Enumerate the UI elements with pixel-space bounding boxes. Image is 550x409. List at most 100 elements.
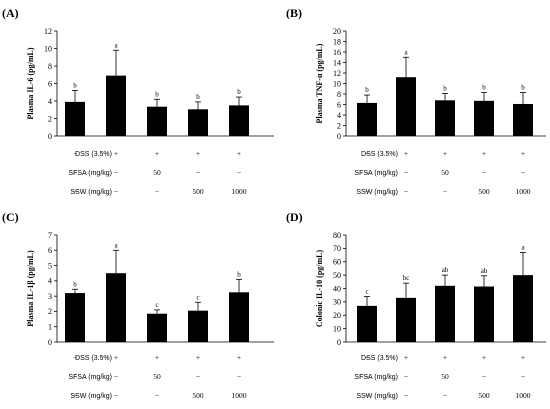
treatment-cell: − (114, 168, 118, 177)
y-tick-label: 12 (44, 27, 52, 36)
treatment-cell: − (114, 187, 118, 196)
treatment-row-label: SFSA (mg/kg) (354, 170, 398, 177)
y-tick-label: 8 (337, 90, 341, 99)
treatment-cell: + (196, 353, 200, 362)
treatment-cell: − (443, 187, 447, 196)
treatment-row-label: SFSA (mg/kg) (354, 374, 398, 381)
treatment-row-label: SFSA (mg/kg) (68, 374, 112, 381)
bar (147, 106, 167, 136)
panel-letter: (B) (286, 6, 302, 20)
chart-panel-1: (A) 0 2 4 6 8 10 12 Plasma IL-6 (pg/mL) b a b b b DSS … (2, 6, 274, 196)
treatment-cell: − (365, 187, 369, 196)
treatment-row-label: SSW (mg/kg) (70, 393, 112, 400)
treatment-cell: − (196, 372, 200, 381)
treatment-row-label: DSS (3.5%) (361, 151, 398, 158)
treatment-cell: − (237, 372, 241, 381)
treatment-cell: − (155, 187, 159, 196)
treatment-cell: 50 (441, 372, 449, 381)
y-tick-label: 80 (333, 231, 341, 240)
treatment-cell: 1000 (232, 391, 247, 400)
treatment-cell: − (482, 168, 486, 177)
treatment-cell: − (521, 168, 525, 177)
treatment-cell: − (365, 168, 369, 177)
treatment-cell: + (443, 149, 447, 158)
treatment-cell: + (114, 353, 118, 362)
bar (474, 100, 494, 136)
significance-label: b (237, 270, 241, 278)
y-tick-label: 0 (48, 338, 52, 347)
treatment-cell: − (73, 168, 77, 177)
y-tick-label: 40 (333, 284, 341, 293)
treatment-cell: + (404, 149, 408, 158)
treatment-cell: − (73, 391, 77, 400)
y-tick-label: 20 (333, 311, 341, 320)
treatment-cell: + (482, 149, 486, 158)
treatment-cell: + (196, 149, 200, 158)
treatment-cell: 1000 (516, 391, 531, 400)
bar (188, 109, 208, 136)
treatment-cell: − (365, 353, 369, 362)
bar (435, 100, 455, 136)
bar (188, 310, 208, 342)
significance-label: bc (403, 274, 410, 282)
treatment-cell: − (404, 372, 408, 381)
treatment-row-label: SSW (mg/kg) (356, 393, 398, 400)
treatment-cell: 50 (153, 372, 161, 381)
y-tick-label: 20 (333, 27, 341, 36)
y-tick-label: 18 (333, 37, 341, 46)
y-tick-label: 4 (337, 111, 341, 120)
bar (106, 75, 126, 136)
treatment-cell: − (73, 187, 77, 196)
significance-label: ab (481, 267, 488, 275)
y-tick-label: 6 (48, 246, 52, 255)
y-tick-label: 4 (48, 97, 52, 106)
chart-panel-3: (C) 0 1 2 3 4 5 6 7 Plasma IL-1β (pg/mL) b a c c b DSS … (2, 210, 274, 400)
treatment-cell: 500 (478, 391, 490, 400)
treatment-cell: − (114, 372, 118, 381)
treatment-row-label: DSS (3.5%) (75, 151, 112, 158)
chart-panel-4: (D) 0 10 20 30 40 50 60 70 80 Colonic IL-10 (pg/mL… (286, 210, 546, 400)
treatment-cell: 50 (153, 168, 161, 177)
y-tick-label: 50 (333, 271, 341, 280)
treatment-cell: − (73, 353, 77, 362)
y-tick-label: 8 (48, 62, 52, 71)
y-tick-label: 14 (333, 58, 341, 67)
significance-label: b (521, 83, 525, 91)
treatment-cell: − (196, 168, 200, 177)
significance-label: a (114, 241, 118, 249)
bar (229, 292, 249, 342)
bar (106, 273, 126, 342)
significance-label: a (521, 243, 525, 251)
bar (357, 102, 377, 136)
panel-letter: (A) (2, 6, 19, 20)
treatment-cell: 1000 (516, 187, 531, 196)
bar (435, 285, 455, 342)
y-tick-label: 70 (333, 244, 341, 253)
treatment-cell: − (404, 391, 408, 400)
y-tick-label: 1 (48, 323, 52, 332)
significance-label: a (404, 48, 408, 56)
significance-label: b (196, 93, 200, 101)
y-axis-title: Colonic IL-10 (pg/mL) (315, 250, 324, 328)
y-tick-label: 10 (44, 44, 52, 53)
y-axis-title: Plasma TNF-α (pg/mL) (315, 43, 324, 123)
y-tick-label: 2 (337, 121, 341, 130)
treatment-cell: − (114, 391, 118, 400)
panel-letter: (C) (2, 210, 19, 224)
y-tick-label: 4 (48, 277, 52, 286)
y-tick-label: 5 (48, 261, 52, 270)
significance-label: a (114, 41, 118, 49)
treatment-cell: 500 (192, 391, 204, 400)
significance-label: b (482, 83, 486, 91)
treatment-cell: − (365, 149, 369, 158)
treatment-cell: − (404, 187, 408, 196)
treatment-cell: + (443, 353, 447, 362)
treatment-cell: − (365, 372, 369, 381)
significance-label: c (196, 293, 199, 301)
treatment-cell: + (155, 353, 159, 362)
significance-label: b (155, 90, 159, 98)
bar (396, 297, 416, 342)
treatment-cell: − (482, 372, 486, 381)
